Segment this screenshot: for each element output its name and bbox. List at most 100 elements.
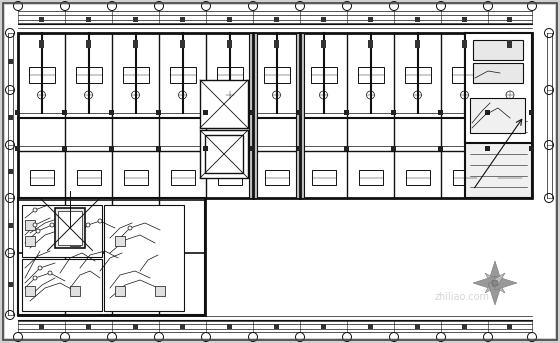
Bar — [180, 17, 184, 22]
Bar — [8, 282, 13, 286]
Bar — [39, 17, 44, 22]
Bar — [485, 146, 490, 151]
Bar — [473, 40, 523, 60]
Bar — [55, 208, 85, 248]
Bar — [203, 33, 209, 198]
Polygon shape — [492, 273, 505, 286]
Polygon shape — [492, 280, 505, 293]
Polygon shape — [485, 280, 498, 293]
Bar — [86, 17, 91, 22]
Bar — [76, 67, 101, 83]
Bar — [414, 17, 419, 22]
Bar — [404, 67, 431, 83]
Bar — [507, 324, 512, 329]
Bar — [529, 110, 534, 115]
Bar — [133, 40, 138, 48]
Bar — [367, 324, 372, 329]
Bar — [15, 146, 20, 151]
Bar — [180, 324, 184, 329]
Bar — [297, 110, 302, 115]
Bar — [273, 40, 278, 48]
Bar — [498, 170, 522, 185]
Bar — [461, 324, 466, 329]
Bar — [115, 236, 125, 246]
Circle shape — [128, 226, 132, 230]
Bar — [414, 40, 419, 48]
Bar — [226, 40, 231, 48]
Bar — [320, 17, 325, 22]
Bar — [104, 205, 184, 311]
Bar — [217, 67, 242, 83]
Bar — [264, 67, 290, 83]
Bar — [25, 236, 35, 246]
Bar — [320, 40, 325, 48]
Bar — [320, 324, 325, 329]
Bar — [310, 67, 337, 83]
Bar — [485, 110, 490, 115]
Bar — [391, 146, 396, 151]
Bar — [367, 40, 372, 48]
Bar — [296, 33, 304, 198]
Circle shape — [50, 223, 54, 227]
Bar — [29, 67, 54, 83]
Bar — [452, 170, 477, 185]
Polygon shape — [473, 276, 495, 290]
Circle shape — [33, 276, 37, 280]
Bar — [133, 324, 138, 329]
Circle shape — [33, 208, 37, 212]
Bar — [226, 324, 231, 329]
Bar — [30, 170, 54, 185]
Circle shape — [98, 219, 102, 223]
Bar — [22, 259, 102, 311]
Bar — [465, 33, 532, 143]
Circle shape — [38, 266, 42, 270]
Bar — [70, 236, 80, 246]
Polygon shape — [488, 283, 502, 305]
Polygon shape — [495, 276, 517, 290]
Bar — [8, 59, 13, 64]
Bar — [438, 146, 443, 151]
Bar — [156, 110, 161, 115]
Bar — [461, 17, 466, 22]
Bar — [18, 198, 205, 315]
Bar — [86, 40, 91, 48]
Bar — [115, 286, 125, 296]
Bar — [109, 146, 114, 151]
Bar — [507, 40, 512, 48]
Bar — [156, 146, 161, 151]
Bar — [70, 220, 80, 230]
Bar — [405, 170, 430, 185]
Bar — [123, 67, 148, 83]
Bar — [124, 170, 147, 185]
Bar — [156, 33, 162, 198]
Bar — [203, 146, 208, 151]
Bar — [200, 80, 248, 128]
Bar — [15, 110, 20, 115]
Bar — [170, 67, 195, 83]
Bar — [133, 17, 138, 22]
Bar — [205, 135, 243, 173]
Bar — [109, 110, 114, 115]
Bar — [18, 33, 532, 198]
Bar — [86, 324, 91, 329]
Bar — [25, 286, 35, 296]
Bar — [180, 40, 184, 48]
Bar — [62, 110, 67, 115]
Bar — [200, 130, 248, 178]
Bar — [8, 169, 13, 174]
Circle shape — [86, 223, 90, 227]
Bar — [25, 220, 35, 230]
Bar — [358, 170, 382, 185]
Bar — [62, 146, 67, 151]
Bar — [367, 17, 372, 22]
Circle shape — [48, 271, 52, 275]
Bar — [311, 170, 335, 185]
Bar — [438, 110, 443, 115]
Bar — [273, 17, 278, 22]
Bar — [203, 110, 208, 115]
Bar — [170, 170, 194, 185]
Bar — [461, 40, 466, 48]
Bar — [8, 223, 13, 228]
Polygon shape — [488, 261, 502, 283]
Bar — [529, 146, 534, 151]
